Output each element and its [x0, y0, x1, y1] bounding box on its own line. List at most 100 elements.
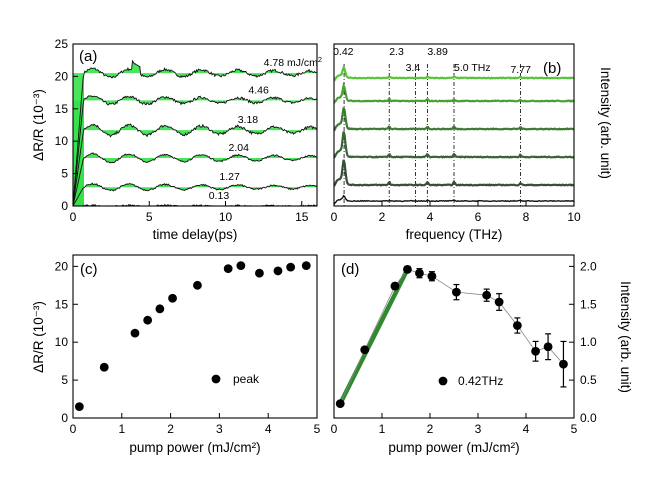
a-series-line	[73, 95, 317, 206]
c-data-point	[99, 362, 109, 372]
c-data-point	[143, 315, 153, 325]
b-peak-labels: 0.42 2.33.4 3.89 5.0 THz 7.77	[333, 46, 531, 76]
b-ticks: 0 2 4 6 8 10	[331, 201, 581, 224]
a-traces	[73, 59, 317, 206]
y-tick-label: 15	[55, 102, 69, 116]
x-tick-label: 3	[475, 422, 482, 436]
a-series-label: 4.78 mJ/cm2	[264, 55, 322, 69]
y-tick-label: 10	[55, 335, 69, 349]
a-series-line	[73, 59, 317, 206]
y-tick-label: 25	[55, 37, 69, 51]
b-ylabel: Intensity (arb. unit)	[598, 67, 613, 179]
a-xlabel: time delay(ps)	[153, 227, 238, 242]
b-panel-label: (b)	[543, 60, 561, 77]
c-data-point	[255, 268, 264, 278]
x-tick-label: 5	[146, 210, 153, 224]
b-spectrum-trace	[334, 194, 574, 205]
d-data-point	[482, 290, 492, 300]
b-spectrum-trace	[334, 107, 574, 132]
x-tick-label: 4	[265, 422, 272, 436]
b-peak-label: 3.4	[406, 62, 421, 74]
b-peak-label: 2.3	[389, 46, 404, 58]
c-data-point	[168, 293, 177, 303]
d-data-point	[335, 399, 345, 408]
y-tick-label: 2.0	[580, 259, 597, 273]
d-xlabel: pump power (mJ/cm²)	[388, 440, 519, 455]
d-data-point	[427, 271, 437, 281]
c-panel-label: (c)	[80, 261, 98, 278]
d-data-point	[494, 297, 504, 307]
b-frame	[333, 43, 575, 207]
x-tick-label: 5	[314, 422, 321, 436]
d-marks	[335, 265, 568, 408]
d-data-point	[543, 342, 553, 352]
d-legend-label: 0.42THz	[458, 374, 503, 388]
x-tick-label: 10	[567, 210, 581, 224]
c-legend-label: peak	[233, 372, 260, 386]
y-tick-label: 0	[61, 199, 68, 213]
x-tick-label: 2	[167, 422, 174, 436]
y-tick-label: 10	[55, 134, 69, 148]
d-data-point	[360, 345, 370, 355]
x-tick-label: 10	[219, 210, 233, 224]
x-tick-label: 0	[331, 210, 338, 224]
x-tick-label: 6	[475, 210, 482, 224]
a-series-label: 1.27	[219, 171, 240, 183]
b-xlabel: frequency (THz)	[406, 227, 503, 242]
x-tick-label: 2	[427, 422, 434, 436]
x-tick-label: 0	[331, 422, 338, 436]
panel-d: 0 1 2 3 4 50.0 0.5 1.0 1.5 2.0 (d) 0.42THz pump p…	[331, 254, 633, 455]
b-peak-label: 3.89	[427, 46, 448, 58]
y-tick-label: 0	[61, 411, 68, 425]
d-fit-line	[338, 268, 410, 405]
a-series-line	[73, 152, 317, 206]
c-data-point	[193, 280, 202, 290]
d-data-point	[559, 359, 568, 369]
b-spectrum-trace	[334, 131, 574, 159]
x-tick-label: 15	[295, 210, 309, 224]
c-frame	[72, 254, 318, 419]
d-data-point	[452, 287, 461, 297]
a-series-line	[73, 182, 317, 206]
x-tick-label: 0	[70, 210, 77, 224]
d-legend-marker	[438, 376, 448, 386]
d-ticks: 0 1 2 3 4 50.0 0.5 1.0 1.5 2.0	[331, 259, 597, 436]
b-peak-label: 5.0 THz	[454, 62, 491, 74]
a-series-label: 2.04	[229, 142, 250, 154]
d-data-point	[512, 321, 522, 330]
c-data-point	[130, 328, 140, 338]
c-data-point	[223, 264, 233, 274]
d-panel-label: (d)	[341, 261, 359, 278]
x-tick-label: 2	[379, 210, 386, 224]
c-data-point	[301, 261, 311, 271]
x-tick-label: 1	[379, 422, 386, 436]
x-tick-label: 5	[571, 422, 578, 436]
y-tick-label: 0.5	[580, 373, 597, 387]
c-data-point	[286, 262, 296, 272]
a-series-label: 4.46	[248, 84, 269, 96]
a-series-label: 0.13	[209, 190, 230, 202]
x-tick-label: 1	[118, 422, 125, 436]
a-fills	[73, 60, 317, 206]
a-series-fill	[73, 153, 317, 206]
b-spectrum-trace	[334, 159, 574, 187]
a-series-label: 3.18	[238, 114, 259, 126]
c-data-point	[273, 266, 283, 276]
b-peak-label: 7.77	[510, 64, 531, 76]
b-spectrum-trace	[334, 82, 574, 104]
b-spectrum-trace	[334, 65, 574, 82]
d-frame	[333, 254, 575, 419]
panel-b: 0 2 4 6 8 10 0.42 2.33.4 3.89 5.0 THz 7.77 (b) fr…	[331, 43, 613, 242]
y-tick-label: 20	[55, 259, 69, 273]
c-data-point	[74, 402, 84, 412]
y-tick-label: 5	[61, 167, 68, 181]
y-tick-label: 0.0	[580, 411, 597, 425]
x-tick-label: 3	[216, 422, 223, 436]
a-ticks: 0 5 10 15 0 5 10 15 20 25	[55, 37, 309, 224]
a-panel-label: (a)	[79, 48, 97, 65]
a-series-fill	[73, 124, 317, 206]
a-ylabel: ΔR/R (10⁻³)	[31, 89, 46, 161]
a-annotations: 4.78 mJ/cm2 4.46 3.18 2.04 1.27 0.13	[209, 55, 322, 202]
d-data-point	[390, 281, 400, 291]
